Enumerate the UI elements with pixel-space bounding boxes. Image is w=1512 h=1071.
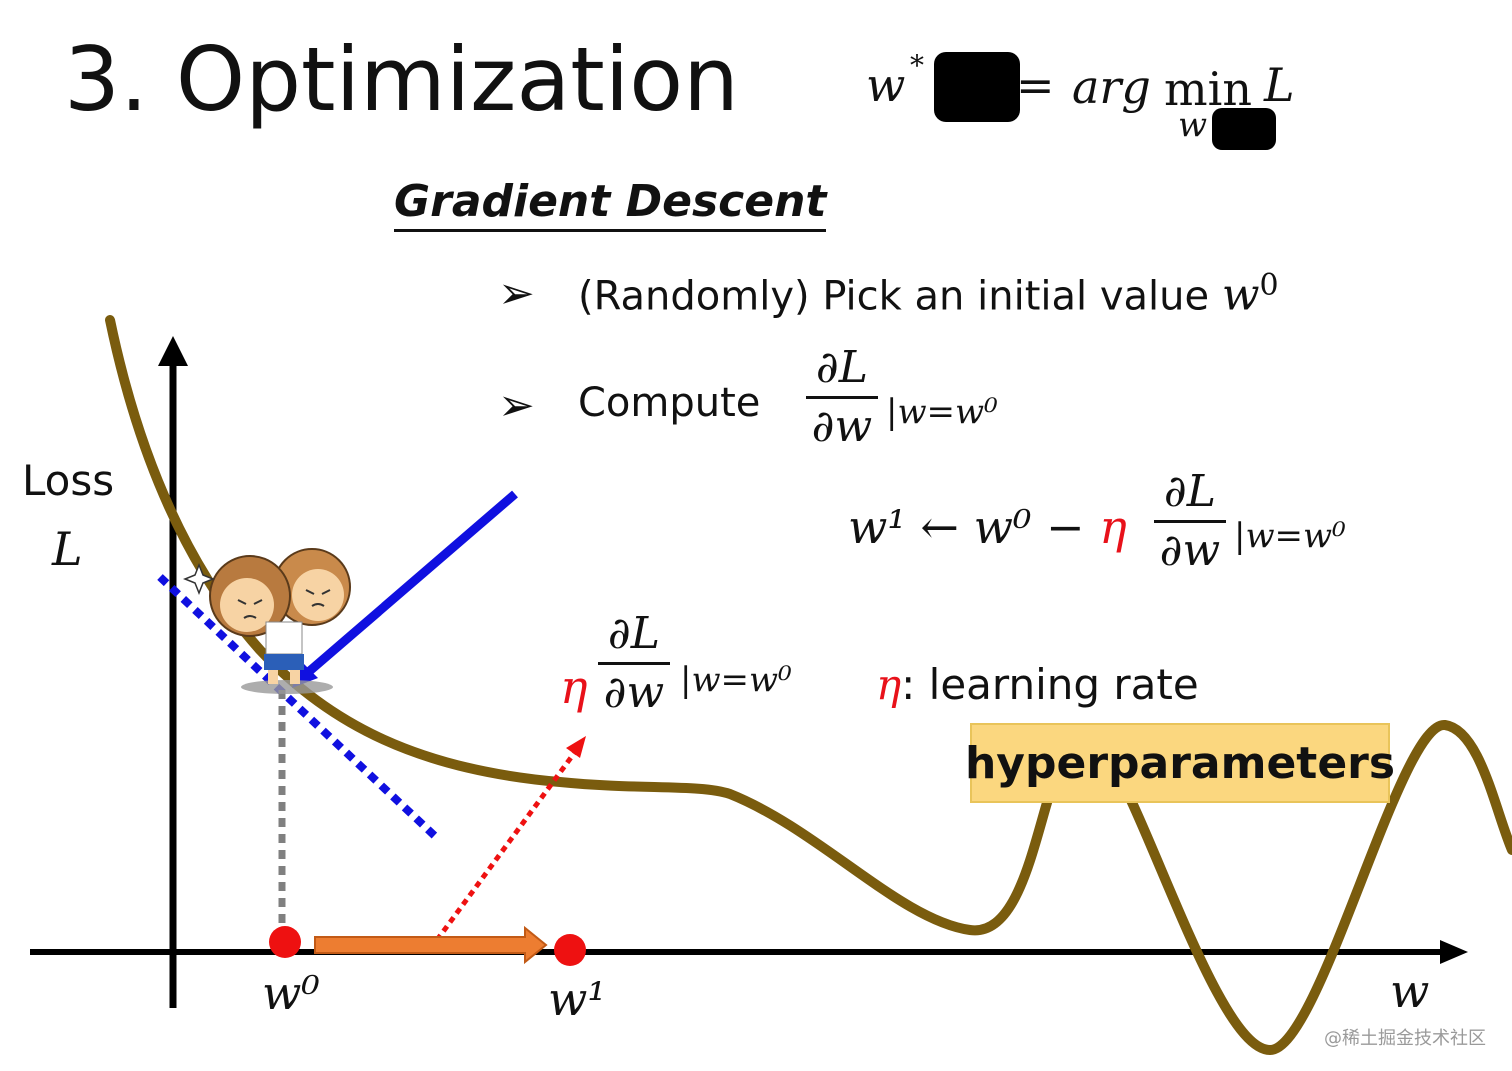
learning-rate-text: : learning rate: [901, 660, 1199, 709]
formula-min: min: [1164, 62, 1252, 116]
formula-min-sub: w: [1178, 105, 1208, 145]
step-dotted-arrowhead: [566, 736, 586, 758]
w0-point: [269, 926, 301, 958]
hyperparameters-badge: hyperparameters: [965, 723, 1395, 803]
derivative-numerator: ∂L: [1164, 466, 1216, 517]
x-axis-label: w: [1390, 964, 1430, 1018]
blue-solid-arrow: [302, 490, 518, 679]
y-axis-label: Loss: [22, 456, 115, 505]
step1-sup: 0: [1259, 268, 1279, 303]
derivative-denominator: ∂w: [1159, 525, 1221, 576]
w0-label: w⁰: [262, 966, 320, 1020]
step2-text: Compute: [578, 380, 761, 426]
step1-text: (Randomly) Pick an initial value w0: [578, 268, 1279, 320]
slide-title: 3. Optimization: [64, 28, 739, 131]
derivative-denominator: ∂w: [603, 667, 665, 718]
derivative-fraction: ∂L ∂w: [1154, 470, 1226, 573]
evaluated-at: |w=w⁰: [680, 660, 792, 700]
redaction-block: [934, 52, 1020, 122]
evaluated-at: |w=w⁰: [1234, 516, 1346, 556]
update-rule: w¹ ← w⁰ − η: [848, 500, 1127, 554]
evaluated-at: |w=w⁰: [886, 392, 998, 432]
formula-equals: =: [1016, 58, 1055, 112]
y-axis-arrowhead: [158, 336, 188, 366]
learning-rate-label: η: learning rate: [876, 660, 1199, 709]
step-arrow: [314, 925, 548, 965]
y-axis-symbol: L: [52, 522, 83, 576]
redaction-block: [1212, 108, 1276, 150]
w1-label: w¹: [548, 972, 606, 1026]
step1-var: w: [1221, 269, 1260, 321]
update-lhs: w¹ ← w⁰ −: [848, 500, 1100, 554]
formula-star: *: [910, 49, 924, 82]
step-dotted-arrow: [434, 746, 581, 942]
step-eta: η: [560, 660, 588, 714]
fraction-bar: [806, 396, 878, 399]
derivative-denominator: ∂w: [811, 401, 873, 452]
formula-w: w: [866, 58, 906, 112]
bullet-arrow-icon: ➢: [498, 381, 535, 430]
update-eta: η: [1099, 500, 1127, 554]
bullet-arrow-icon: ➢: [498, 269, 535, 318]
derivative-fraction: ∂L ∂w: [806, 346, 878, 449]
derivative-numerator: ∂L: [816, 342, 868, 393]
watermark: @稀土掘金技术社区: [1324, 1028, 1486, 1049]
formula-arg: arg: [1072, 60, 1151, 114]
formula-L: L: [1264, 58, 1295, 112]
x-axis-arrowhead: [1440, 940, 1468, 964]
fraction-bar: [598, 662, 670, 665]
step1-label: (Randomly) Pick an initial value: [578, 273, 1222, 320]
fraction-bar: [1154, 520, 1226, 523]
derivative-numerator: ∂L: [608, 608, 660, 659]
w1-point: [554, 934, 586, 966]
learning-rate-eta: η: [876, 660, 902, 709]
derivative-fraction: ∂L ∂w: [598, 612, 670, 715]
section-heading: Gradient Descent: [394, 176, 827, 232]
cartoon-characters: [182, 548, 351, 694]
